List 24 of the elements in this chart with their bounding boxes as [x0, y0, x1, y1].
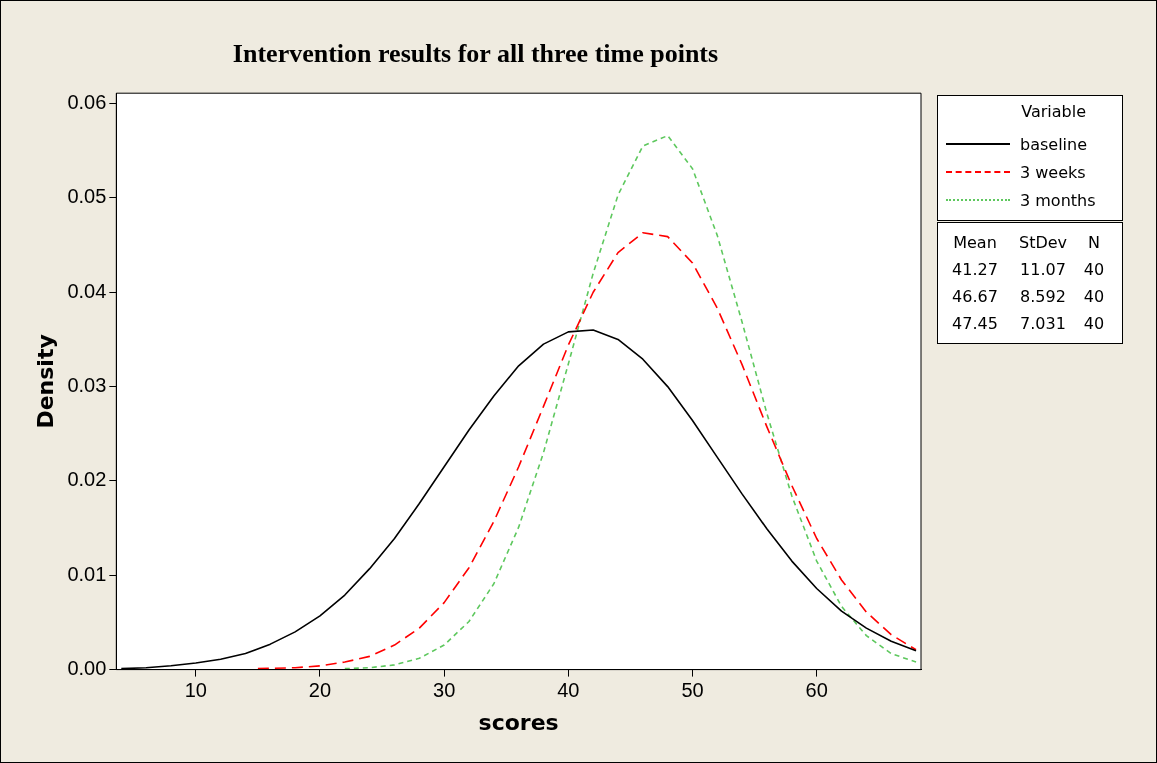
legend-title: Variable	[1020, 102, 1087, 123]
y-tick-label: 0.05	[67, 185, 107, 208]
chart-title: Intervention results for all three time points	[232, 39, 719, 69]
x-tick-label: 50	[681, 679, 704, 702]
x-tick-label: 30	[433, 679, 456, 702]
y-axis-title: Density	[32, 334, 58, 429]
x-axis-title: scores	[478, 709, 559, 735]
text: 47.45 7.031 40	[952, 314, 1105, 333]
x-tick-label: 10	[184, 679, 207, 702]
x-tick-label: 20	[308, 679, 332, 702]
y-tick-label: 0.02	[67, 468, 107, 491]
y-tick-label: 0.06	[67, 91, 107, 114]
text: Mean StDev N	[953, 233, 1100, 252]
y-tick-label: 0.01	[67, 562, 107, 585]
legend-label: 3 months	[1020, 190, 1096, 210]
y-tick-label: 0.04	[67, 279, 107, 302]
text: 46.67 8.592 40	[952, 287, 1105, 306]
text: 41.27 11.07 40	[952, 260, 1105, 279]
x-tick-label: 60	[805, 679, 828, 702]
legend-label: 3 weeks	[1020, 162, 1086, 182]
y-tick-label: 0.00	[67, 657, 107, 680]
legend-label: baseline	[1020, 134, 1088, 154]
y-tick-label: 0.03	[67, 374, 107, 397]
x-tick-label: 40	[557, 679, 580, 702]
